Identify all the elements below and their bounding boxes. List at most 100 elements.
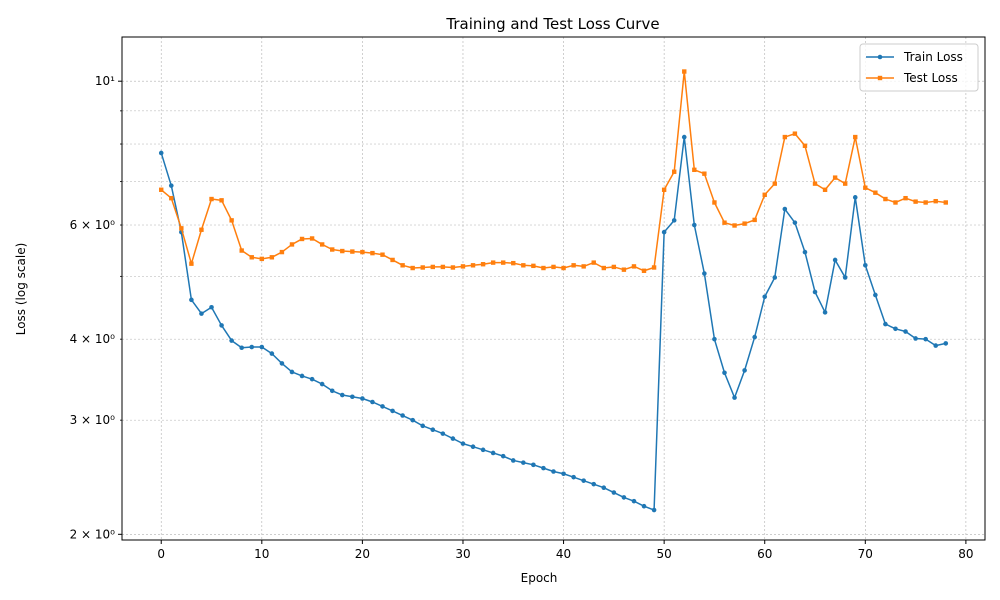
train-loss-point <box>531 462 536 468</box>
legend: Train Loss Test Loss <box>859 43 979 92</box>
test-loss-point <box>309 236 315 241</box>
test-loss-point <box>400 263 405 268</box>
test-loss-point <box>470 263 476 268</box>
test-loss-point <box>330 247 335 252</box>
train-loss-point <box>923 336 928 342</box>
train-loss-point <box>390 408 395 414</box>
train-loss-point <box>601 485 607 491</box>
test-loss-point <box>380 252 385 257</box>
train-loss-point <box>168 183 174 188</box>
train-loss-point <box>551 469 556 474</box>
train-loss-point <box>762 294 768 300</box>
train-loss-point <box>933 343 939 348</box>
train-loss-point <box>410 417 415 423</box>
test-loss-point <box>239 248 244 253</box>
train-loss-point <box>189 297 194 303</box>
train-loss-point <box>158 150 164 156</box>
train-loss-point <box>299 373 305 379</box>
train-loss-point <box>893 326 898 332</box>
train-loss-point <box>722 370 727 376</box>
train-loss-point <box>802 249 808 255</box>
y-major-tick-label: 2 × 10⁰ <box>70 527 116 541</box>
train-loss-point <box>641 503 647 509</box>
train-loss-point <box>541 465 546 471</box>
test-loss-point <box>822 187 828 192</box>
train-loss-point <box>832 257 838 263</box>
legend-train-marker <box>877 54 883 60</box>
test-loss-point <box>440 264 446 270</box>
y-minor-tick-label: 3 × 10⁰ <box>70 413 116 427</box>
train-loss-point <box>400 413 405 418</box>
test-loss-point <box>943 200 948 205</box>
train-loss-point <box>490 450 496 456</box>
train-loss-point <box>370 399 375 405</box>
train-loss-point <box>360 396 365 401</box>
test-loss-point <box>541 265 546 271</box>
test-loss-point <box>682 69 687 74</box>
test-loss-point <box>651 265 657 270</box>
train-loss-point <box>350 394 355 400</box>
train-loss-point <box>822 310 828 315</box>
test-loss-point <box>169 195 174 201</box>
test-loss-point <box>631 264 637 269</box>
y-major-tick-label: 10¹ <box>95 74 115 88</box>
train-loss-point <box>671 218 677 223</box>
train-loss-point <box>631 498 637 504</box>
train-loss-point <box>772 275 778 280</box>
train-loss-point <box>752 334 757 340</box>
test-loss-point <box>782 134 788 140</box>
test-loss-point <box>883 196 888 202</box>
chart-title: Training and Test Loss Curve <box>445 15 659 33</box>
train-loss-point <box>883 321 888 327</box>
y-minor-tick-label: 4 × 10⁰ <box>70 332 116 346</box>
test-loss-point <box>189 261 194 266</box>
test-loss-point <box>621 267 627 272</box>
test-loss-point <box>209 196 214 202</box>
test-loss-point <box>319 242 325 247</box>
train-loss-point <box>591 481 597 487</box>
test-loss-point <box>179 226 184 231</box>
test-loss-point <box>350 249 355 254</box>
train-loss-point <box>581 478 586 483</box>
train-loss-point <box>380 404 385 409</box>
train-loss-point <box>702 271 707 276</box>
train-loss-point <box>571 474 576 480</box>
test-loss-point <box>299 236 305 242</box>
train-loss-point <box>319 381 325 387</box>
train-loss-point <box>732 395 737 400</box>
plot-frame <box>121 36 986 541</box>
test-loss-point <box>571 263 576 268</box>
train-loss-point <box>460 441 466 446</box>
series-lines <box>158 69 949 513</box>
test-loss-point <box>842 181 848 186</box>
test-loss-point <box>671 169 677 174</box>
train-loss-point <box>712 336 717 342</box>
test-loss-point <box>702 171 707 176</box>
test-loss-point <box>450 265 456 270</box>
test-loss-point <box>259 256 265 262</box>
train-loss-point <box>621 495 627 500</box>
train-loss-point <box>430 427 436 433</box>
test-loss-point <box>863 185 868 190</box>
test-loss-point <box>390 257 395 263</box>
train-loss-point <box>943 341 949 346</box>
train-loss-point <box>279 361 285 366</box>
test-loss-point <box>591 260 596 265</box>
test-loss-point <box>893 200 898 205</box>
test-loss-point <box>742 221 747 226</box>
x-axis-label: Epoch <box>521 571 558 585</box>
test-loss-point <box>199 227 204 232</box>
train-loss-point <box>852 195 858 200</box>
test-loss-point <box>581 264 586 269</box>
test-loss-point <box>340 248 345 254</box>
train-loss-point <box>229 338 234 343</box>
train-loss-point <box>269 351 275 356</box>
train-loss-point <box>913 336 918 341</box>
train-loss-point <box>561 471 566 477</box>
test-loss-point <box>490 260 496 265</box>
x-tick-label: 0 <box>157 547 165 561</box>
train-loss-point <box>440 431 446 436</box>
train-loss-point <box>329 388 335 394</box>
train-loss-point <box>510 458 516 463</box>
x-tick-label: 50 <box>657 547 672 561</box>
